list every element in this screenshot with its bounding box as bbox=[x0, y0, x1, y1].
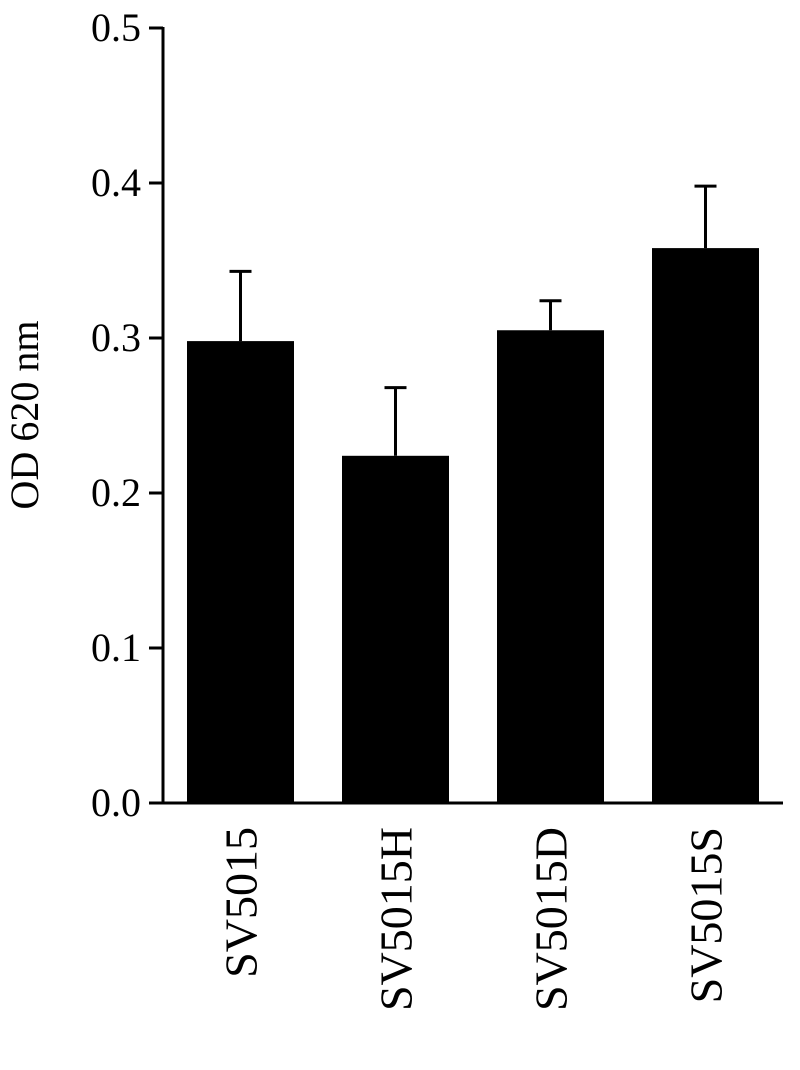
y-tick-label: 0.5 bbox=[91, 5, 141, 50]
y-tick-label: 0.4 bbox=[91, 160, 141, 205]
bar-sv5015h bbox=[342, 455, 449, 803]
y-tick-label: 0.1 bbox=[91, 625, 141, 670]
x-axis-labels: SV5015 SV5015H SV5015D SV5015S bbox=[216, 827, 732, 1011]
y-tick-label: 0.3 bbox=[91, 315, 141, 360]
x-tick-label: SV5015S bbox=[681, 827, 732, 1003]
x-tick-label: SV5015D bbox=[526, 827, 577, 1011]
x-tick-label: SV5015H bbox=[371, 827, 422, 1011]
y-axis-ticks: 0.0 0.1 0.2 0.3 0.4 0.5 bbox=[91, 5, 163, 825]
x-tick-label: SV5015 bbox=[216, 827, 267, 978]
bars bbox=[187, 248, 759, 804]
y-tick-label: 0.2 bbox=[91, 470, 141, 515]
y-tick-label: 0.0 bbox=[91, 780, 141, 825]
bar-sv5015d bbox=[497, 330, 604, 803]
bar-sv5015 bbox=[187, 341, 294, 803]
bar-sv5015s bbox=[652, 248, 759, 804]
y-axis-title: OD 620 nm bbox=[2, 321, 47, 510]
error-bars bbox=[229, 184, 717, 456]
